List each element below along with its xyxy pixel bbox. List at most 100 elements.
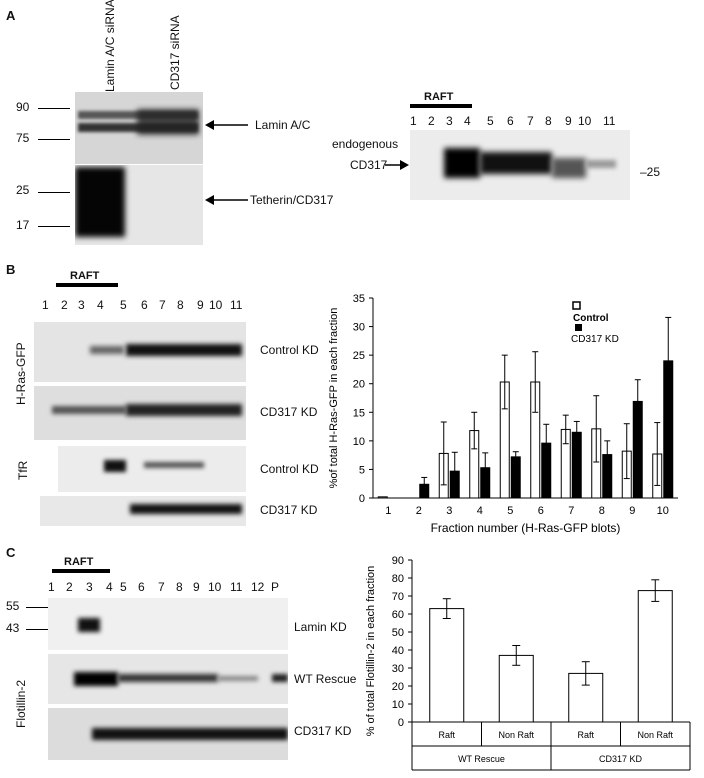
raft-bar-b [56, 283, 118, 287]
marker-tick [26, 607, 48, 608]
panel-b-label: B [6, 262, 16, 277]
y-tick-label: 70 [392, 591, 404, 603]
y-tick-label: 50 [392, 627, 404, 639]
x-tick-label: 9 [629, 505, 635, 517]
fraction-label: 5 [120, 580, 127, 594]
raft-label-c: RAFT [64, 556, 94, 568]
fraction-label: 11 [230, 580, 243, 594]
y-axis-label: % of total Flotillin-2 in each fraction [365, 566, 377, 737]
blot-hras-cd317 [34, 386, 246, 440]
fraction-label: 2 [66, 580, 73, 594]
lane-label-lamin: Lamin A/C siRNA [103, 0, 117, 92]
blot-tfr-cd317 [40, 496, 246, 526]
ylabel-tfr: TfR [16, 460, 30, 480]
fraction-label: 9 [197, 298, 204, 312]
y-tick-label: 30 [392, 663, 404, 675]
x-tick-label: Non Raft [498, 730, 534, 740]
fraction-label: 1 [42, 298, 49, 312]
flotillin-distribution-chart: 0 10 20 30 40 50 60 70 80 90 Raft Non Raft Raft Non R… [365, 555, 691, 771]
fraction-label: 7 [158, 580, 165, 594]
y-tick-label: 15 [353, 407, 365, 419]
control-bar [377, 496, 388, 499]
y-tick-label: 5 [359, 464, 365, 476]
x-tick-label: Raft [438, 730, 455, 740]
fraction-label: 1 [410, 114, 417, 128]
x-tick-label: 1 [385, 505, 391, 517]
arrow-right-icon [385, 160, 409, 170]
y-axis-label: %of total H-Ras-GFP in each fraction [328, 308, 340, 489]
legend-swatch-cd317 [575, 324, 582, 331]
marker-75: 75 [16, 131, 30, 145]
fraction-label: P [271, 580, 280, 594]
arrow-lamin-icon [205, 120, 248, 130]
fraction-row-a: 1 2 3 4 5 6 7 8 9 10 11 [410, 114, 630, 130]
blot-hras-control [34, 322, 246, 382]
y-tick-label: 80 [392, 573, 404, 585]
marker-tick [38, 108, 70, 109]
y-tick-label: 10 [353, 436, 365, 448]
fraction-label: 4 [464, 114, 471, 128]
y-tick-label: 30 [353, 322, 365, 334]
x-tick-label: 3 [446, 505, 452, 517]
fraction-label: 9 [193, 580, 200, 594]
row-label-wt-rescue: WT Rescue [294, 672, 357, 686]
marker-tick [38, 192, 70, 193]
flotillin-bar [637, 590, 673, 723]
fraction-label: 3 [78, 298, 85, 312]
hras-distribution-chart: 0 5 10 15 20 25 30 35 1 2 3 4 5 6 7 8 9 10 Fraction number… [328, 293, 678, 535]
marker-tick [26, 629, 48, 630]
panel-a-label: A [6, 8, 16, 23]
group-label: WT Rescue [458, 754, 505, 764]
flotillin-bar [498, 654, 534, 723]
raft-label-a: RAFT [424, 91, 454, 103]
fraction-label: 9 [565, 114, 572, 128]
fraction-label: 8 [177, 298, 184, 312]
blot-flotillin-cd317 [48, 708, 288, 760]
x-tick-label: 6 [538, 505, 544, 517]
y-tick-label: 60 [392, 609, 404, 621]
marker-17: 17 [16, 218, 30, 232]
fraction-label: 3 [86, 580, 93, 594]
arrow-label-lamin: Lamin A/C [255, 118, 311, 132]
y-tick-label: 25 [353, 350, 365, 362]
marker-tick [38, 226, 70, 227]
blot-tfr-control [58, 446, 246, 492]
ylabel-hras: H-Ras-GFP [14, 342, 28, 405]
row-label-lamin-kd: Lamin KD [294, 620, 347, 634]
fraction-label: 5 [120, 298, 127, 312]
ylabel-flotillin: Flotillin-2 [14, 679, 28, 728]
x-tick-label: 5 [507, 505, 513, 517]
panel-c-label: C [6, 545, 16, 560]
endogenous-cd317-label: CD317 [350, 158, 388, 172]
fraction-label: 12 [251, 580, 265, 594]
marker-25-right: –25 [640, 165, 661, 179]
fraction-label: 7 [159, 298, 166, 312]
group-label: CD317 KD [599, 754, 643, 764]
legend-label-control: Control [573, 313, 609, 324]
fraction-label: 4 [97, 298, 104, 312]
fraction-label: 6 [138, 580, 145, 594]
blot-endogenous-cd317 [410, 130, 630, 200]
row-label-cd317-kd: CD317 KD [260, 405, 318, 419]
marker-tick [38, 139, 70, 140]
marker-25: 25 [16, 183, 30, 197]
row-label-control-kd: Control KD [260, 462, 319, 476]
blot-flotillin-wt [48, 654, 288, 704]
row-label-cd317-kd-c: CD317 KD [294, 724, 352, 738]
raft-bar-c [52, 569, 110, 573]
y-tick-label: 90 [392, 555, 404, 567]
flotillin-bar [429, 608, 465, 723]
fraction-label: 10 [578, 114, 592, 128]
fraction-label: 5 [487, 114, 494, 128]
fraction-label: 3 [446, 114, 453, 128]
arrow-tetherin-icon [205, 195, 248, 205]
blot-flotillin-lamin [48, 598, 288, 650]
fraction-label: 11 [603, 114, 616, 128]
fraction-label: 6 [141, 298, 148, 312]
fraction-label: 8 [545, 114, 552, 128]
arrow-label-tetherin: Tetherin/CD317 [250, 193, 334, 207]
marker-43: 43 [6, 621, 20, 635]
x-tick-label: 10 [657, 505, 669, 517]
marker-90: 90 [16, 100, 30, 114]
x-tick-label: 2 [416, 505, 422, 517]
